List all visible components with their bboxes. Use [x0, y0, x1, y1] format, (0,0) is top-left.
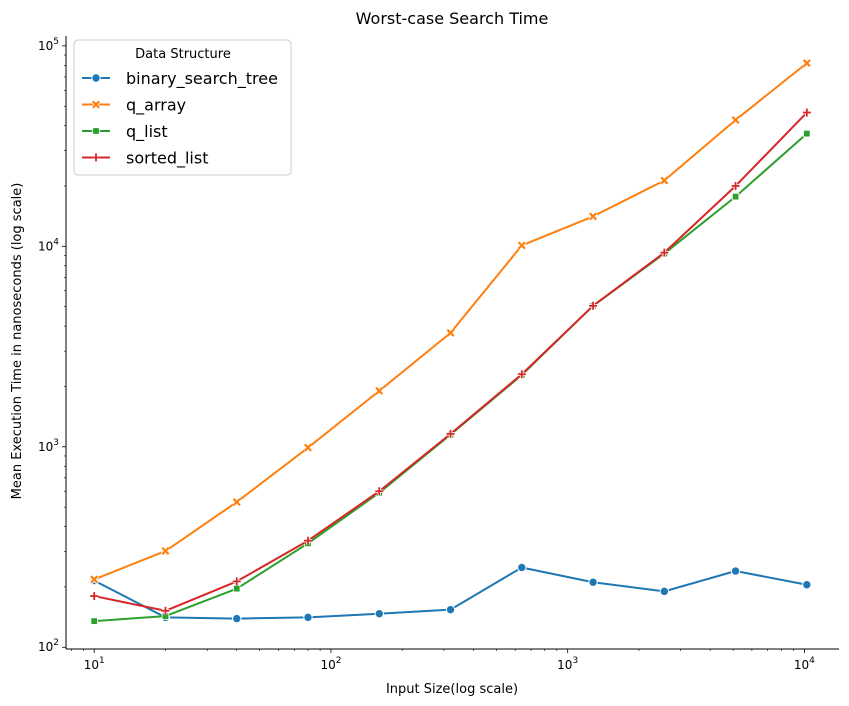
data-point [446, 429, 455, 438]
data-point [89, 574, 99, 585]
data-point [303, 443, 313, 453]
data-point [517, 562, 527, 573]
y-tick-label: 102 [38, 638, 59, 654]
x-tick-label: 102 [320, 656, 341, 672]
data-point [517, 240, 527, 251]
data-point [660, 248, 669, 257]
data-point [375, 487, 384, 496]
legend-item-binary_search_tree: binary_search_tree [82, 69, 278, 89]
data-point [731, 192, 740, 201]
data-point [730, 566, 741, 576]
chart-title: Worst-case Search Time [356, 9, 549, 28]
legend-marker [91, 99, 101, 110]
legend-marker [91, 73, 101, 83]
data-point [731, 181, 740, 190]
data-point [659, 175, 669, 186]
series-sorted_list [90, 108, 811, 615]
data-point [233, 584, 241, 593]
data-point [232, 497, 242, 507]
y-tick-label: 103 [38, 438, 59, 454]
legend-title: Data Structure [135, 47, 231, 62]
data-point [589, 301, 598, 310]
data-point [445, 328, 456, 338]
y-tick-label: 104 [38, 237, 59, 253]
series-q_list [90, 129, 811, 625]
x-tick-label: 103 [557, 656, 578, 672]
legend-label: q_array [126, 96, 186, 116]
data-point [730, 115, 741, 125]
legend-item-q_list: q_list [82, 122, 168, 142]
data-point [161, 606, 170, 615]
legend-label: q_list [126, 122, 168, 142]
data-point [517, 370, 526, 379]
data-point [374, 609, 384, 619]
legend-frame [73, 39, 292, 176]
legend: Data Structure binary_search_tree q_arrayq… [73, 39, 292, 176]
data-point [374, 386, 384, 396]
data-point [445, 604, 456, 615]
data-point [588, 211, 598, 222]
y-tick-label: 105 [38, 37, 59, 53]
y-axis-label: Mean Execution Time in nanoseconds (log … [10, 183, 25, 500]
data-point [304, 536, 313, 545]
data-point [588, 577, 598, 587]
data-point [659, 586, 670, 597]
legend-label: binary_search_tree [126, 69, 278, 89]
data-point [90, 592, 99, 601]
data-point [802, 580, 812, 590]
legend-item-q_array: q_array [82, 96, 186, 116]
series-q_array [89, 58, 812, 585]
legend-marker [92, 153, 100, 162]
plot-area [89, 58, 812, 625]
axes: 101 102 103 104 102 103 104 105 [38, 36, 839, 672]
data-point [232, 577, 241, 586]
legend-label: sorted_list [126, 149, 208, 169]
data-point [803, 129, 811, 138]
series-line-q_list [94, 132, 808, 623]
data-point [90, 617, 98, 625]
legend-marker [92, 127, 100, 135]
x-tick-label: 104 [794, 656, 815, 672]
x-axis-label: Input Size(log scale) [386, 682, 518, 697]
series-binary_search_tree [89, 562, 812, 624]
data-point [802, 58, 812, 68]
data-point [303, 612, 313, 623]
legend-item-sorted_list: sorted_list [82, 149, 208, 169]
data-point [160, 546, 171, 556]
x-tick-label: 101 [84, 656, 105, 672]
data-point [232, 613, 242, 624]
series-line-sorted_list [94, 111, 808, 612]
data-point [802, 108, 811, 117]
